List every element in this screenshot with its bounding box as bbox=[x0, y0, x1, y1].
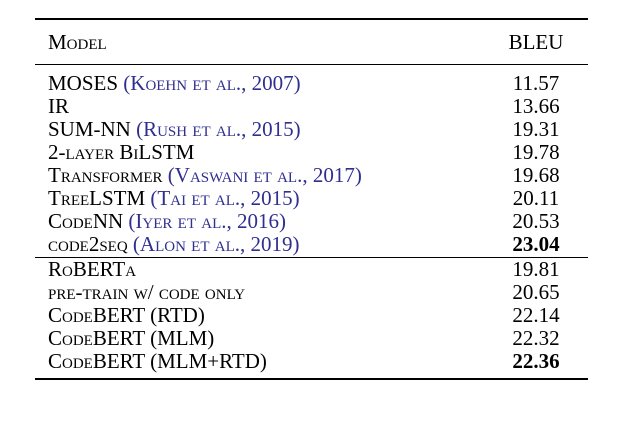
bleu-score: 22.32 bbox=[512, 326, 560, 350]
citation: (Vaswani et al., 2017) bbox=[167, 163, 362, 187]
citation: (Tai et al., 2015) bbox=[150, 186, 300, 210]
header-row: Model BLEU bbox=[35, 20, 588, 64]
table-row: TreeLSTM (Tai et al., 2015) 20.11 bbox=[35, 187, 588, 210]
model-name: CodeBERT (RTD) bbox=[48, 303, 205, 327]
model-name: CodeNN bbox=[48, 209, 124, 233]
citation: (Iyer et al., 2016) bbox=[128, 209, 286, 233]
citation: (Alon et al., 2019) bbox=[132, 232, 300, 256]
top-rule bbox=[35, 18, 588, 20]
model-name: TreeLSTM bbox=[48, 186, 146, 210]
model-name: code2seq bbox=[48, 232, 128, 256]
citation: (Koehn et al., 2007) bbox=[123, 71, 301, 95]
table-row: SUM-NN (Rush et al., 2015) 19.31 bbox=[35, 118, 588, 141]
model-name: CodeBERT (MLM+RTD) bbox=[48, 349, 267, 373]
results-table: Model BLEU MOSES (Koehn et al., 2007) 11… bbox=[35, 18, 588, 380]
header-bleu: BLEU bbox=[508, 30, 564, 54]
bleu-score-best: 22.36 bbox=[512, 349, 560, 373]
model-name: MOSES bbox=[48, 71, 119, 95]
table-row: MOSES (Koehn et al., 2007) 11.57 bbox=[35, 72, 588, 95]
table-row: RoBERTa 19.81 bbox=[35, 258, 588, 281]
table-row: CodeBERT (MLM) 22.32 bbox=[35, 327, 588, 350]
model-name: CodeBERT (MLM) bbox=[48, 326, 215, 350]
header-model: Model bbox=[48, 30, 107, 54]
bleu-score: 22.14 bbox=[512, 303, 560, 327]
table-row: IR 13.66 bbox=[35, 95, 588, 118]
bleu-score: 20.53 bbox=[512, 209, 560, 233]
table-row: Transformer (Vaswani et al., 2017) 19.68 bbox=[35, 164, 588, 187]
bleu-score: 13.66 bbox=[512, 94, 560, 118]
model-name: 2-layer BiLSTM bbox=[48, 140, 195, 164]
group-rule bbox=[35, 257, 588, 258]
table-row: CodeNN (Iyer et al., 2016) 20.53 bbox=[35, 210, 588, 233]
table-row: CodeBERT (RTD) 22.14 bbox=[35, 304, 588, 327]
model-name: SUM-NN bbox=[48, 117, 131, 141]
bottom-rule bbox=[35, 378, 588, 380]
model-name: RoBERTa bbox=[48, 257, 137, 281]
header-rule bbox=[35, 64, 588, 65]
bleu-score: 19.68 bbox=[512, 163, 560, 187]
table-row: code2seq (Alon et al., 2019) 23.04 bbox=[35, 233, 588, 256]
citation: (Rush et al., 2015) bbox=[136, 117, 301, 141]
model-name: pre-train w/ code only bbox=[48, 280, 246, 304]
bleu-score: 19.78 bbox=[512, 140, 560, 164]
bleu-score-best: 23.04 bbox=[512, 232, 560, 256]
bleu-score: 20.11 bbox=[512, 186, 560, 210]
bleu-score: 19.31 bbox=[512, 117, 560, 141]
bleu-score: 11.57 bbox=[512, 71, 560, 95]
model-name: IR bbox=[48, 94, 69, 118]
bleu-score: 19.81 bbox=[512, 257, 560, 281]
table-row: pre-train w/ code only 20.65 bbox=[35, 281, 588, 304]
table-row: 2-layer BiLSTM 19.78 bbox=[35, 141, 588, 164]
bleu-score: 20.65 bbox=[512, 280, 560, 304]
model-name: Transformer bbox=[48, 163, 163, 187]
table-row: CodeBERT (MLM+RTD) 22.36 bbox=[35, 350, 588, 373]
